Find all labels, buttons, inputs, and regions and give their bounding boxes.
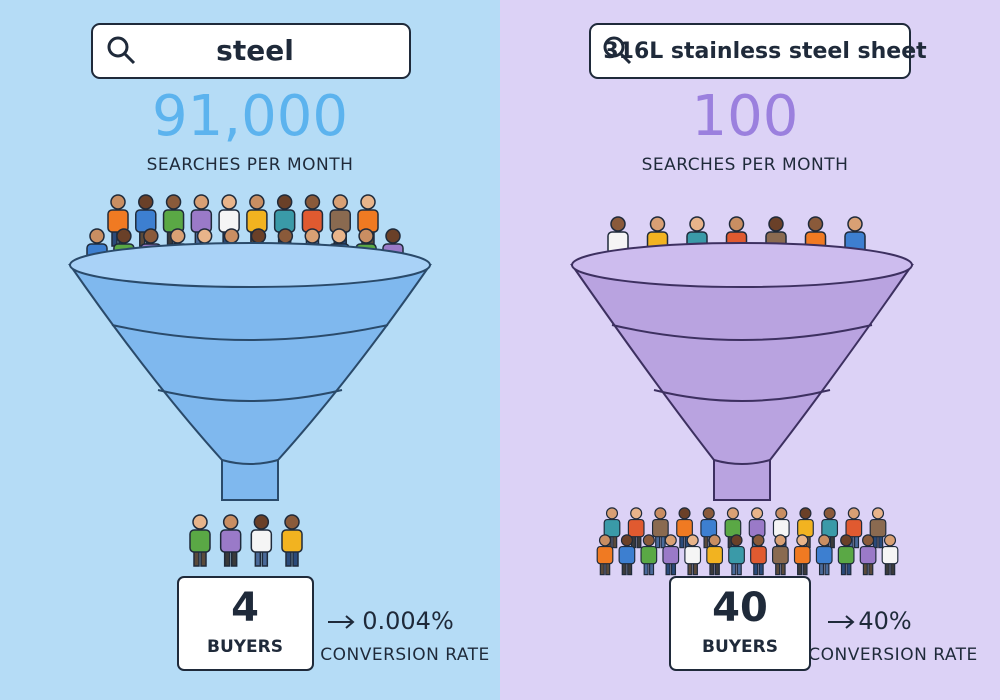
searches-label: SEARCHES PER MONTH <box>642 155 849 175</box>
buyers-box <box>177 576 314 671</box>
conversion-label: CONVERSION RATE <box>808 645 978 665</box>
search-query: steel <box>216 34 294 67</box>
person <box>750 534 767 576</box>
buyers-count: 40 <box>712 585 768 631</box>
conversion-rate: 0.004% <box>362 607 454 635</box>
person <box>815 534 833 576</box>
person <box>869 507 887 549</box>
person <box>771 534 789 576</box>
person <box>859 534 877 576</box>
person <box>640 534 658 576</box>
buyers-label: BUYERS <box>207 637 283 657</box>
person <box>219 514 242 567</box>
person <box>618 534 636 576</box>
person <box>603 507 621 549</box>
searches-count: 100 <box>692 84 799 149</box>
buyers-count: 4 <box>231 585 259 631</box>
person <box>281 514 303 567</box>
person <box>107 194 129 247</box>
funnel <box>68 242 432 501</box>
search-box[interactable] <box>589 23 911 79</box>
conversion-rate: 40% <box>858 607 911 635</box>
person <box>837 534 855 576</box>
person <box>246 194 268 247</box>
search-box[interactable] <box>91 23 411 79</box>
person <box>596 534 614 576</box>
person <box>250 514 273 567</box>
search-icon <box>603 36 632 65</box>
searches-count: 91,000 <box>152 84 348 149</box>
search-query: 316L stainless steel sheet <box>603 39 927 64</box>
buyers-box <box>669 576 811 671</box>
person <box>881 534 899 576</box>
person <box>189 514 211 567</box>
buyers-label: BUYERS <box>702 637 778 657</box>
conversion-label: CONVERSION RATE <box>320 645 490 665</box>
arrow <box>828 615 855 629</box>
arrow <box>328 615 355 629</box>
person <box>627 507 645 549</box>
person <box>684 534 702 576</box>
person <box>662 534 680 576</box>
person <box>793 534 811 576</box>
searches-label: SEARCHES PER MONTH <box>147 155 354 175</box>
funnel <box>570 242 914 501</box>
person <box>728 534 745 576</box>
person <box>651 507 669 549</box>
search-icon <box>107 36 136 65</box>
person <box>706 534 724 576</box>
